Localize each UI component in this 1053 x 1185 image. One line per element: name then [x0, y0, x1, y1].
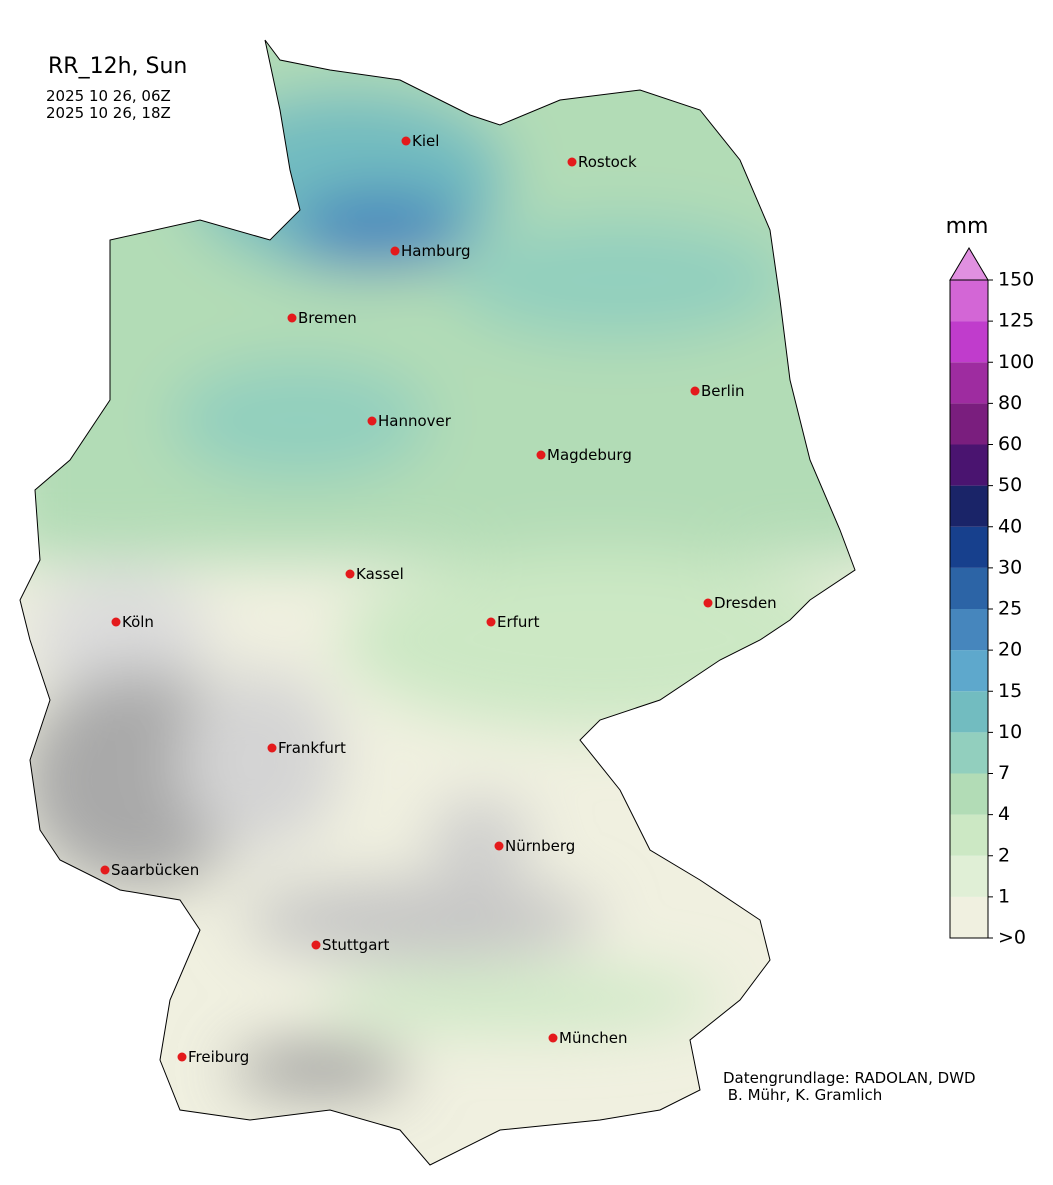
- city-label: Magdeburg: [547, 446, 632, 464]
- date: 2025 10 26, 06Z: [46, 87, 171, 105]
- credit: Datengrundlage: RADOLAN, DWD: [723, 1069, 976, 1087]
- city-marker: [690, 386, 700, 396]
- city-label: Bremen: [298, 309, 357, 327]
- colorbar-band: [950, 485, 988, 527]
- city-label: Nürnberg: [505, 837, 575, 855]
- legend-unit: mm: [946, 214, 989, 239]
- city-label: Freiburg: [188, 1048, 249, 1066]
- colorbar-band: [950, 814, 988, 856]
- city-label: Köln: [122, 613, 154, 631]
- colorbar-band: [950, 773, 988, 815]
- city-label: Dresden: [714, 594, 777, 612]
- colorbar-label: >0: [998, 927, 1026, 949]
- city-marker: [345, 569, 355, 579]
- city-label: Frankfurt: [278, 739, 346, 757]
- colorbar-label: 100: [998, 351, 1034, 373]
- city-marker: [367, 416, 377, 426]
- city-label: Saarbücken: [111, 861, 199, 879]
- city-label: Hamburg: [401, 242, 471, 260]
- city-marker: [536, 450, 546, 460]
- credit: B. Mühr, K. Gramlich: [723, 1086, 882, 1104]
- cities: Kiel Rostock Hamburg Bremen Berlin Hannover Ma…: [100, 132, 777, 1066]
- city-marker: [401, 136, 411, 146]
- colorbar-label: 15: [998, 680, 1022, 702]
- colorbar-band: [950, 896, 988, 938]
- city-marker: [390, 246, 400, 256]
- colorbar-label: 80: [998, 392, 1022, 414]
- title: RR_12h, Sun: [48, 54, 187, 79]
- colorbar-label: 30: [998, 556, 1022, 578]
- colorbar-label: 1: [998, 885, 1010, 907]
- city-label: Kiel: [412, 132, 439, 150]
- city-label: Hannover: [378, 412, 452, 430]
- colorbar: >0 1 2 4 7 10 15 20 25 30 40 50 60 80 100 125 150: [949, 247, 1034, 949]
- colorbar-band: [950, 526, 988, 568]
- city-marker: [486, 617, 496, 627]
- colorbar-band: [950, 855, 988, 897]
- colorbar-label: 40: [998, 515, 1022, 537]
- colorbar-label: 150: [998, 269, 1034, 291]
- city-marker: [287, 313, 297, 323]
- colorbar-label: 10: [998, 721, 1022, 743]
- colorbar-band: [950, 691, 988, 733]
- city-marker: [703, 598, 713, 608]
- colorbar-band: [950, 650, 988, 692]
- city-marker: [567, 157, 577, 167]
- colorbar-band: [950, 732, 988, 774]
- colorbar-band: [950, 403, 988, 445]
- city-marker: [548, 1033, 558, 1043]
- colorbar-band: [950, 609, 988, 651]
- city-label: Rostock: [578, 153, 637, 171]
- colorbar-label: 60: [998, 433, 1022, 455]
- city-marker: [100, 865, 110, 875]
- city-label: München: [559, 1029, 627, 1047]
- colorbar-band: [950, 280, 988, 322]
- city-marker: [311, 940, 321, 950]
- colorbar-extension: [949, 247, 989, 281]
- colorbar-label: 50: [998, 474, 1022, 496]
- colorbar-label: 4: [998, 803, 1010, 825]
- colorbar-label: 7: [998, 762, 1010, 784]
- colorbar-label: 125: [998, 310, 1034, 332]
- city-label: Berlin: [701, 382, 745, 400]
- colorbar-band: [950, 321, 988, 363]
- precip-field: [20, 40, 855, 1165]
- colorbar-band: [950, 444, 988, 486]
- city-marker: [177, 1052, 187, 1062]
- colorbar-band: [950, 567, 988, 609]
- colorbar-label: 25: [998, 598, 1022, 620]
- city-marker: [494, 841, 504, 851]
- colorbar-label: 20: [998, 639, 1022, 661]
- colorbar-label: 2: [998, 844, 1010, 866]
- city-label: Kassel: [356, 565, 404, 583]
- city-label: Erfurt: [497, 613, 540, 631]
- city-marker: [267, 743, 277, 753]
- city-marker: [111, 617, 121, 627]
- city-label: Stuttgart: [322, 936, 390, 954]
- date: 2025 10 26, 18Z: [46, 104, 171, 122]
- colorbar-band: [950, 362, 988, 404]
